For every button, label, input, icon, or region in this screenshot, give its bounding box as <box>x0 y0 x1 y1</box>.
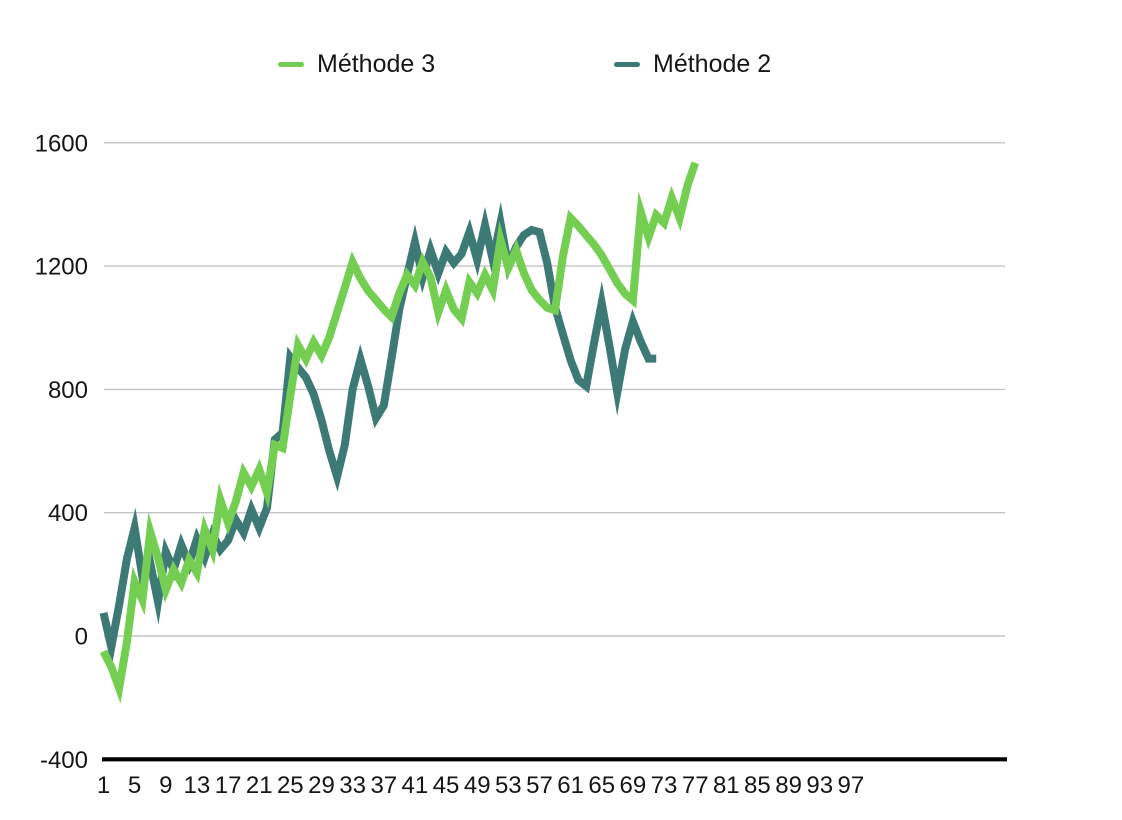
x-axis-tick-label: 69 <box>620 772 647 799</box>
legend-label-methode-3: Méthode 3 <box>317 50 436 78</box>
x-axis-tick-label: 13 <box>184 772 211 799</box>
x-axis-tick-label: 17 <box>215 772 242 799</box>
x-axis-tick-label: 5 <box>128 772 141 799</box>
x-axis-tick-label: 29 <box>308 772 335 799</box>
legend-swatch-methode-2-icon <box>614 61 640 67</box>
x-axis-tick-label: 65 <box>588 772 615 799</box>
series-line-methode-3 <box>99 161 699 704</box>
x-axis-tick-label: 53 <box>495 772 522 799</box>
y-axis-tick-label: 1200 <box>35 254 88 281</box>
x-axis-tick-label: 97 <box>838 772 865 799</box>
x-axis-tick-label: 57 <box>526 772 553 799</box>
legend-swatch-methode-3-icon <box>278 61 304 67</box>
x-axis-tick-label: 9 <box>159 772 172 799</box>
x-axis-tick-label: 85 <box>744 772 771 799</box>
y-axis-tick-label: -400 <box>40 747 88 774</box>
x-axis-tick-label: 41 <box>402 772 429 799</box>
x-axis-tick-label: 25 <box>277 772 304 799</box>
chart-legend: Méthode 3 Méthode 2 <box>0 48 1122 82</box>
x-axis-tick-label: 21 <box>246 772 273 799</box>
y-axis-tick-label: 0 <box>75 624 88 651</box>
legend-item-methode-2: Méthode 2 <box>614 48 771 80</box>
x-axis-tick-label: 49 <box>464 772 491 799</box>
y-axis-tick-label: 400 <box>48 500 88 527</box>
x-axis-tick-label: 73 <box>651 772 678 799</box>
y-axis-tick-label: 800 <box>48 377 88 404</box>
x-axis-tick-label: 1 <box>97 772 110 799</box>
legend-label-methode-2: Méthode 2 <box>653 50 772 78</box>
x-axis-tick-label: 81 <box>713 772 740 799</box>
x-axis-tick-label: 61 <box>557 772 584 799</box>
x-axis-tick-label: 93 <box>806 772 833 799</box>
legend-item-methode-3: Méthode 3 <box>278 48 435 80</box>
x-axis-tick-label: 33 <box>339 772 366 799</box>
series-line-methode-2 <box>99 201 657 667</box>
x-axis-tick-label: 45 <box>433 772 460 799</box>
x-axis-tick-label: 37 <box>370 772 397 799</box>
x-axis-tick-label: 77 <box>682 772 709 799</box>
x-axis-tick-label: 89 <box>775 772 802 799</box>
y-axis-tick-label: 1600 <box>35 130 88 157</box>
